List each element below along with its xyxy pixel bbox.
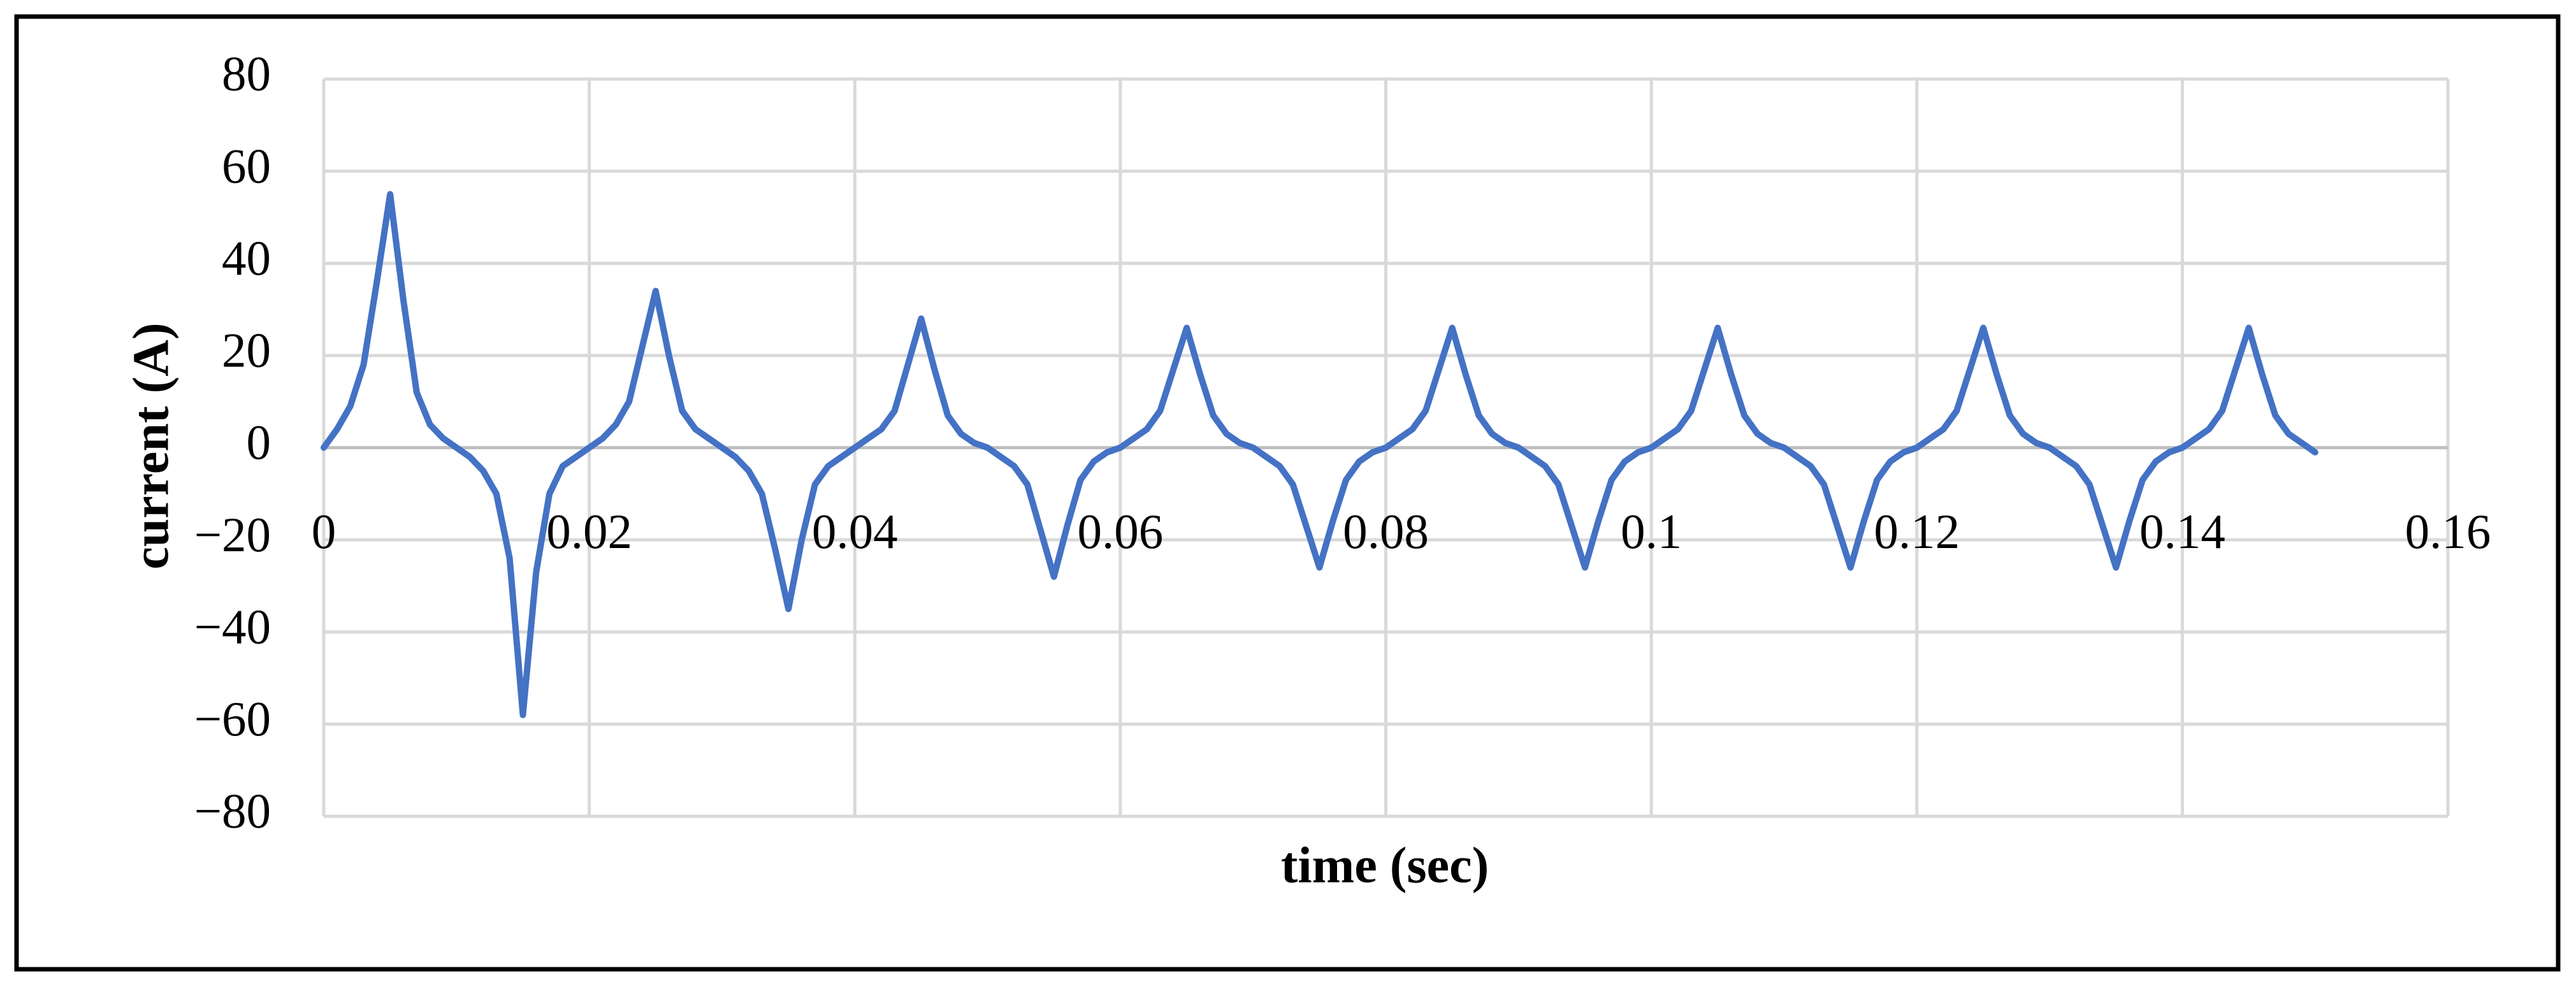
x-tick-label: 0.14: [2139, 504, 2225, 559]
x-tick-label: 0.06: [1078, 504, 1164, 559]
x-axis-title: time (sec): [1281, 837, 1489, 893]
y-tick-label: 20: [222, 323, 271, 378]
y-tick-label: −80: [194, 784, 271, 839]
data-line: [321, 191, 2319, 718]
y-tick-label: −20: [194, 507, 271, 562]
y-tick-label: 80: [222, 47, 271, 101]
y-tick-label: 60: [222, 138, 271, 193]
y-axis-title: current (A): [123, 322, 179, 569]
x-tick-label: 0.04: [812, 504, 898, 559]
chart-border: [14, 14, 2561, 972]
x-tick-label: 0.12: [1874, 504, 1960, 559]
x-tick-label: 0.02: [546, 504, 632, 559]
x-tick-label: 0.16: [2405, 504, 2491, 559]
x-tick-label: 0.08: [1343, 504, 1429, 559]
y-tick-label: −60: [194, 691, 271, 746]
y-tick-label: −40: [194, 599, 271, 654]
tick-labels: −80 −60 −40 −20 0 20 40 60 80 0 0.02 0.04 0.06 0.08 0.…: [194, 47, 2491, 839]
y-tick-label: 0: [247, 415, 271, 470]
x-tick-label: 0.1: [1621, 504, 1682, 559]
x-tick-label: 0: [312, 504, 336, 559]
y-tick-label: 40: [222, 231, 271, 285]
plot-area: [321, 191, 2319, 718]
